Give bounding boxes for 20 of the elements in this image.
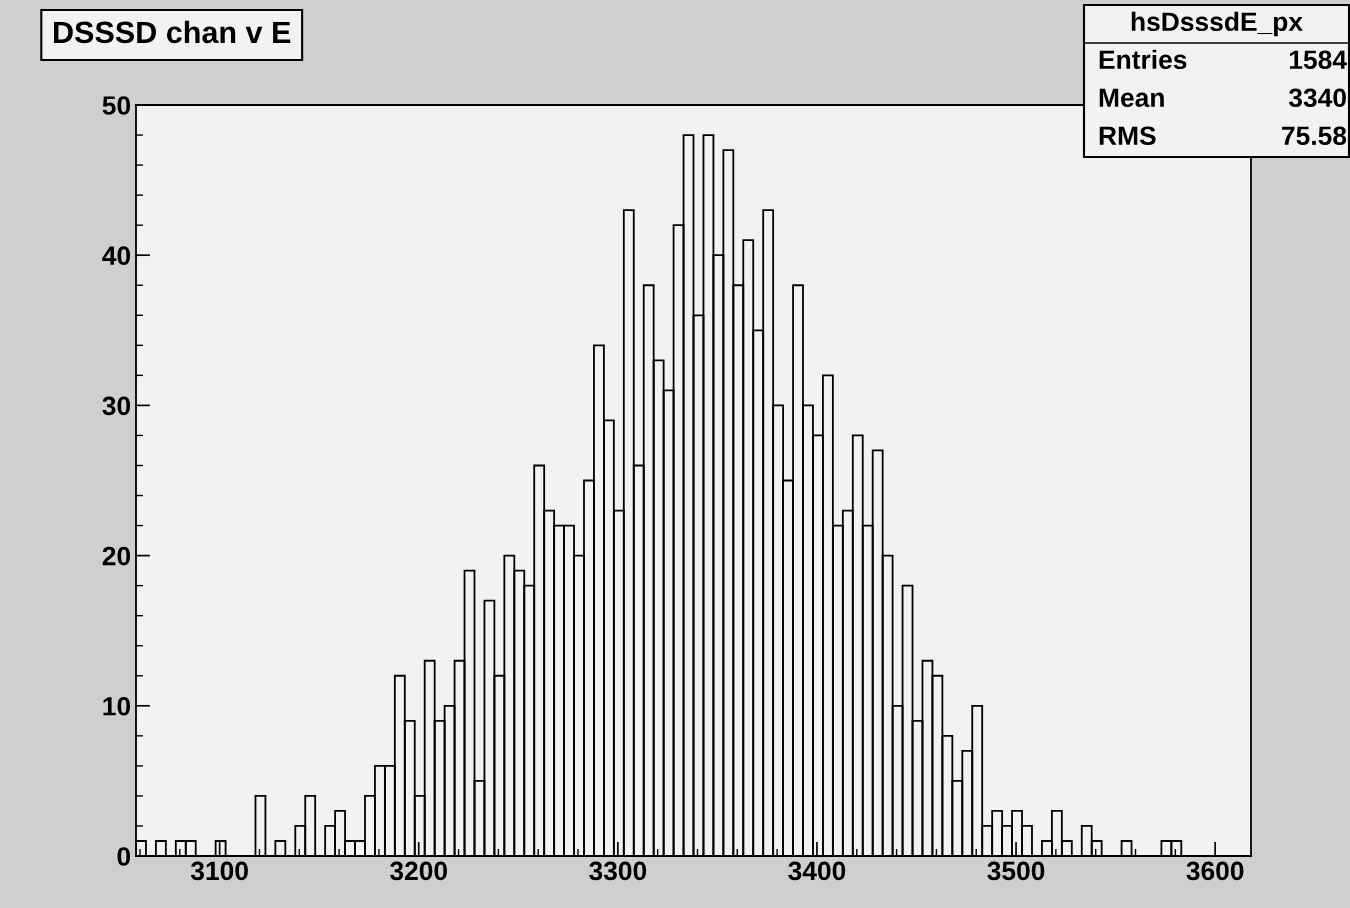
y-tick-label: 50 bbox=[102, 96, 131, 115]
x-tick-label: 3600 bbox=[1186, 861, 1244, 881]
y-tick-label: 0 bbox=[117, 847, 131, 866]
y-tick-label: 40 bbox=[102, 246, 131, 266]
x-tick-label: 3300 bbox=[589, 861, 647, 881]
x-tick-label: 3200 bbox=[389, 861, 448, 881]
y-tick-label: 30 bbox=[102, 396, 131, 416]
text: 1584 bbox=[1289, 50, 1347, 70]
x-tick-label: 3400 bbox=[788, 861, 846, 881]
text: Entries bbox=[1099, 49, 1187, 70]
text: 75.58 bbox=[1282, 126, 1347, 146]
text: 3340 bbox=[1288, 88, 1346, 108]
x-tick-label: 3500 bbox=[987, 861, 1045, 881]
y-tick-label: 20 bbox=[102, 546, 131, 566]
y-tick-label: 10 bbox=[103, 696, 131, 716]
text: hsDsssdE_px bbox=[1131, 11, 1303, 37]
annotation: Mean bbox=[1099, 88, 1164, 108]
chart-title: DSSSD chan v E bbox=[54, 20, 291, 44]
annotation: RMS bbox=[1099, 126, 1156, 146]
x-tick-label: 3100 bbox=[190, 861, 248, 881]
